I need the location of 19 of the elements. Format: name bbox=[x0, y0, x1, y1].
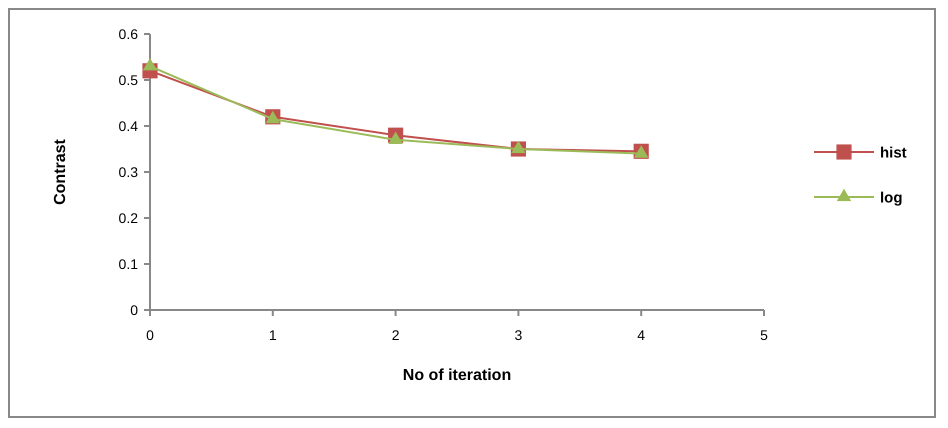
x-tick-label: 4 bbox=[637, 327, 646, 343]
y-tick-label: 0.4 bbox=[118, 118, 138, 134]
x-tick-label: 2 bbox=[392, 327, 400, 343]
x-tick-label: 0 bbox=[146, 327, 154, 343]
x-tick-label: 3 bbox=[514, 327, 522, 343]
legend-label: log bbox=[880, 189, 902, 206]
y-tick-label: 0.1 bbox=[118, 256, 138, 272]
y-tick-label: 0 bbox=[130, 302, 138, 318]
y-tick-label: 0.5 bbox=[118, 72, 138, 88]
y-tick-label: 0.2 bbox=[118, 210, 138, 226]
x-axis-title: No of iteration bbox=[402, 367, 512, 384]
point bbox=[388, 131, 403, 144]
y-tick-label: 0.3 bbox=[118, 164, 138, 180]
x-tick-label: 5 bbox=[760, 327, 768, 343]
legend-label: hist bbox=[880, 144, 907, 162]
x-tick-label: 1 bbox=[268, 327, 277, 343]
y-axis-title: Contrast bbox=[52, 138, 69, 205]
point bbox=[511, 140, 526, 154]
y-tick-label: 0.6 bbox=[118, 26, 138, 42]
